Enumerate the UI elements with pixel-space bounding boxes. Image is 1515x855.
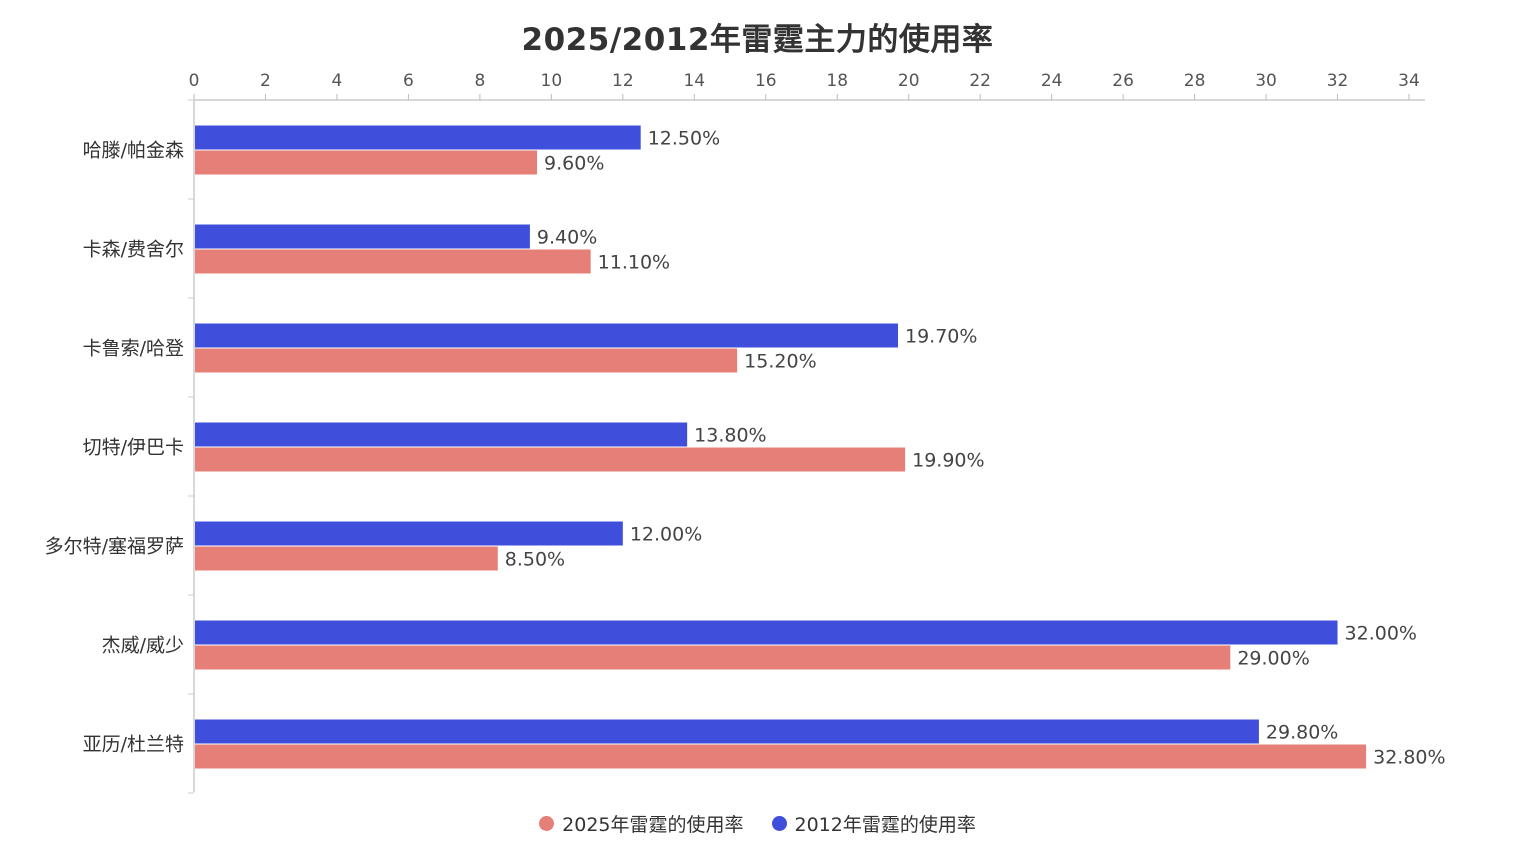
bar-2025[interactable] bbox=[195, 645, 1231, 670]
bar-2012[interactable] bbox=[195, 323, 898, 348]
bar-2025[interactable] bbox=[195, 447, 906, 472]
x-tick-label: 20 bbox=[898, 71, 920, 91]
data-label-2025: 8.50% bbox=[505, 549, 565, 571]
x-tick-label: 4 bbox=[332, 71, 343, 91]
category-label: 切特/伊巴卡 bbox=[83, 437, 184, 459]
x-tick-label: 18 bbox=[826, 71, 848, 91]
bar-2012[interactable] bbox=[195, 224, 530, 249]
bar-2025[interactable] bbox=[195, 150, 538, 175]
legend-marker-2012 bbox=[771, 816, 787, 831]
bar-2025[interactable] bbox=[195, 348, 738, 373]
data-label-2025: 29.00% bbox=[1237, 648, 1309, 670]
bar-2012[interactable] bbox=[195, 620, 1338, 645]
legend: 2025年雷霆的使用率 2012年雷霆的使用率 bbox=[0, 810, 1515, 837]
data-label-2025: 32.80% bbox=[1373, 747, 1445, 769]
bar-2012[interactable] bbox=[195, 422, 688, 447]
data-label-2012: 32.00% bbox=[1345, 623, 1417, 645]
x-tick-label: 22 bbox=[969, 71, 991, 91]
bar-2012[interactable] bbox=[195, 521, 623, 546]
x-tick-label: 12 bbox=[612, 71, 634, 91]
x-tick-label: 32 bbox=[1327, 71, 1349, 91]
category-label: 卡鲁索/哈登 bbox=[83, 338, 184, 360]
bar-2012[interactable] bbox=[195, 719, 1259, 744]
x-tick-label: 16 bbox=[755, 71, 777, 91]
legend-item-2012[interactable]: 2012年雷霆的使用率 bbox=[771, 810, 976, 837]
x-tick-label: 8 bbox=[474, 71, 485, 91]
chart-title: 2025/2012年雷霆主力的使用率 bbox=[521, 22, 994, 58]
data-label-2012: 9.40% bbox=[537, 227, 597, 249]
data-label-2012: 19.70% bbox=[905, 326, 977, 348]
category-label: 卡森/费舍尔 bbox=[83, 239, 184, 261]
x-tick-label: 6 bbox=[403, 71, 414, 91]
x-tick-label: 24 bbox=[1041, 71, 1063, 91]
bar-2025[interactable] bbox=[195, 546, 498, 571]
category-label: 多尔特/塞福罗萨 bbox=[45, 536, 184, 558]
data-label-2012: 29.80% bbox=[1266, 722, 1338, 744]
bar-2025[interactable] bbox=[195, 744, 1367, 769]
data-label-2012: 13.80% bbox=[694, 425, 766, 447]
x-tick-label: 28 bbox=[1184, 71, 1206, 91]
legend-label-2012: 2012年雷霆的使用率 bbox=[794, 814, 976, 836]
bar-2025[interactable] bbox=[195, 249, 591, 274]
data-label-2012: 12.50% bbox=[648, 128, 720, 150]
data-label-2012: 12.00% bbox=[630, 524, 702, 546]
legend-marker-2025 bbox=[539, 816, 555, 831]
data-label-2025: 9.60% bbox=[544, 153, 604, 175]
data-label-2025: 19.90% bbox=[912, 450, 984, 472]
x-tick-label: 34 bbox=[1398, 71, 1420, 91]
legend-item-2025[interactable]: 2025年雷霆的使用率 bbox=[539, 810, 744, 837]
x-tick-label: 2 bbox=[260, 71, 271, 91]
x-tick-label: 10 bbox=[541, 71, 563, 91]
data-label-2025: 11.10% bbox=[598, 252, 670, 274]
x-tick-label: 30 bbox=[1255, 71, 1277, 91]
category-label: 哈滕/帕金森 bbox=[83, 140, 184, 162]
legend-label-2025: 2025年雷霆的使用率 bbox=[562, 814, 744, 836]
bar-2012[interactable] bbox=[195, 125, 641, 150]
category-label: 亚历/杜兰特 bbox=[83, 734, 184, 756]
x-tick-label: 26 bbox=[1112, 71, 1134, 91]
category-label: 杰威/威少 bbox=[102, 635, 184, 657]
x-tick-label: 14 bbox=[683, 71, 705, 91]
data-label-2025: 15.20% bbox=[744, 351, 816, 373]
x-tick-label: 0 bbox=[189, 71, 200, 91]
